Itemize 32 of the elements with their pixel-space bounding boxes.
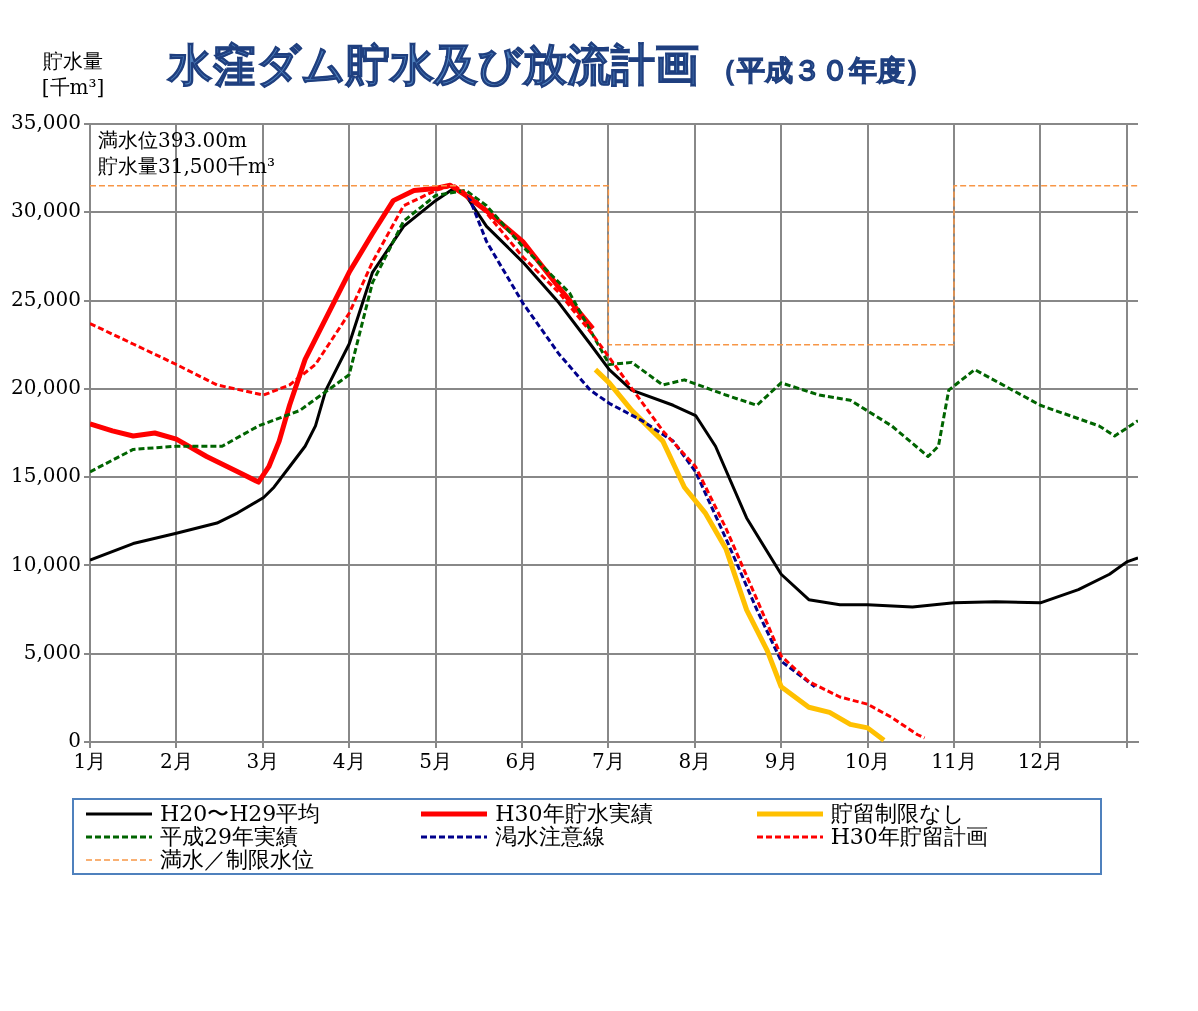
legend-label: H30年貯水実績 [495, 801, 653, 826]
y-tick-label: 25,000 [11, 286, 81, 311]
y-tick-label: 15,000 [11, 463, 81, 488]
x-tick-label: 5月 [419, 749, 452, 774]
x-tick-label: 8月 [678, 749, 712, 774]
legend-label: 満水／制限水位 [160, 847, 314, 872]
y-tick-label: 20,000 [11, 375, 81, 400]
legend-label: H20〜H29平均 [160, 801, 321, 826]
legend-label: H30年貯留計画 [830, 824, 988, 849]
chart-subtitle: （平成３０年度） [709, 54, 933, 87]
legend-label: 貯留制限なし [830, 801, 965, 826]
legend-label: 平成29年実績 [160, 824, 298, 849]
x-tick-label: 11月 [931, 749, 977, 774]
x-tick-label: 9月 [764, 749, 798, 774]
chart-title: 水窪ダム貯水及び放流計画 [168, 39, 699, 90]
line-series [89, 183, 927, 740]
y-axis-title: 貯水量[千m³] [40, 48, 106, 100]
line-series [466, 194, 817, 689]
y-tick-label: 35,000 [11, 110, 81, 135]
x-tick-label: 2月 [160, 749, 193, 774]
x-tick-label: 6月 [505, 749, 539, 774]
x-tick-label: 12月 [1017, 749, 1064, 774]
y-tick-label: 30,000 [11, 198, 81, 223]
x-tick-label: 4月 [332, 749, 366, 774]
x-tick-label: 3月 [246, 749, 280, 774]
annotation: 貯水量31,500千m³ [97, 154, 275, 179]
legend-label: 渇水注意線 [495, 824, 606, 849]
x-tick-label: 10月 [844, 749, 891, 774]
y-tick-label: 5,000 [23, 639, 81, 664]
y-tick-label: 10,000 [11, 551, 81, 576]
annotation: 満水位393.00m [97, 128, 247, 153]
x-tick-label: 7月 [592, 749, 625, 774]
